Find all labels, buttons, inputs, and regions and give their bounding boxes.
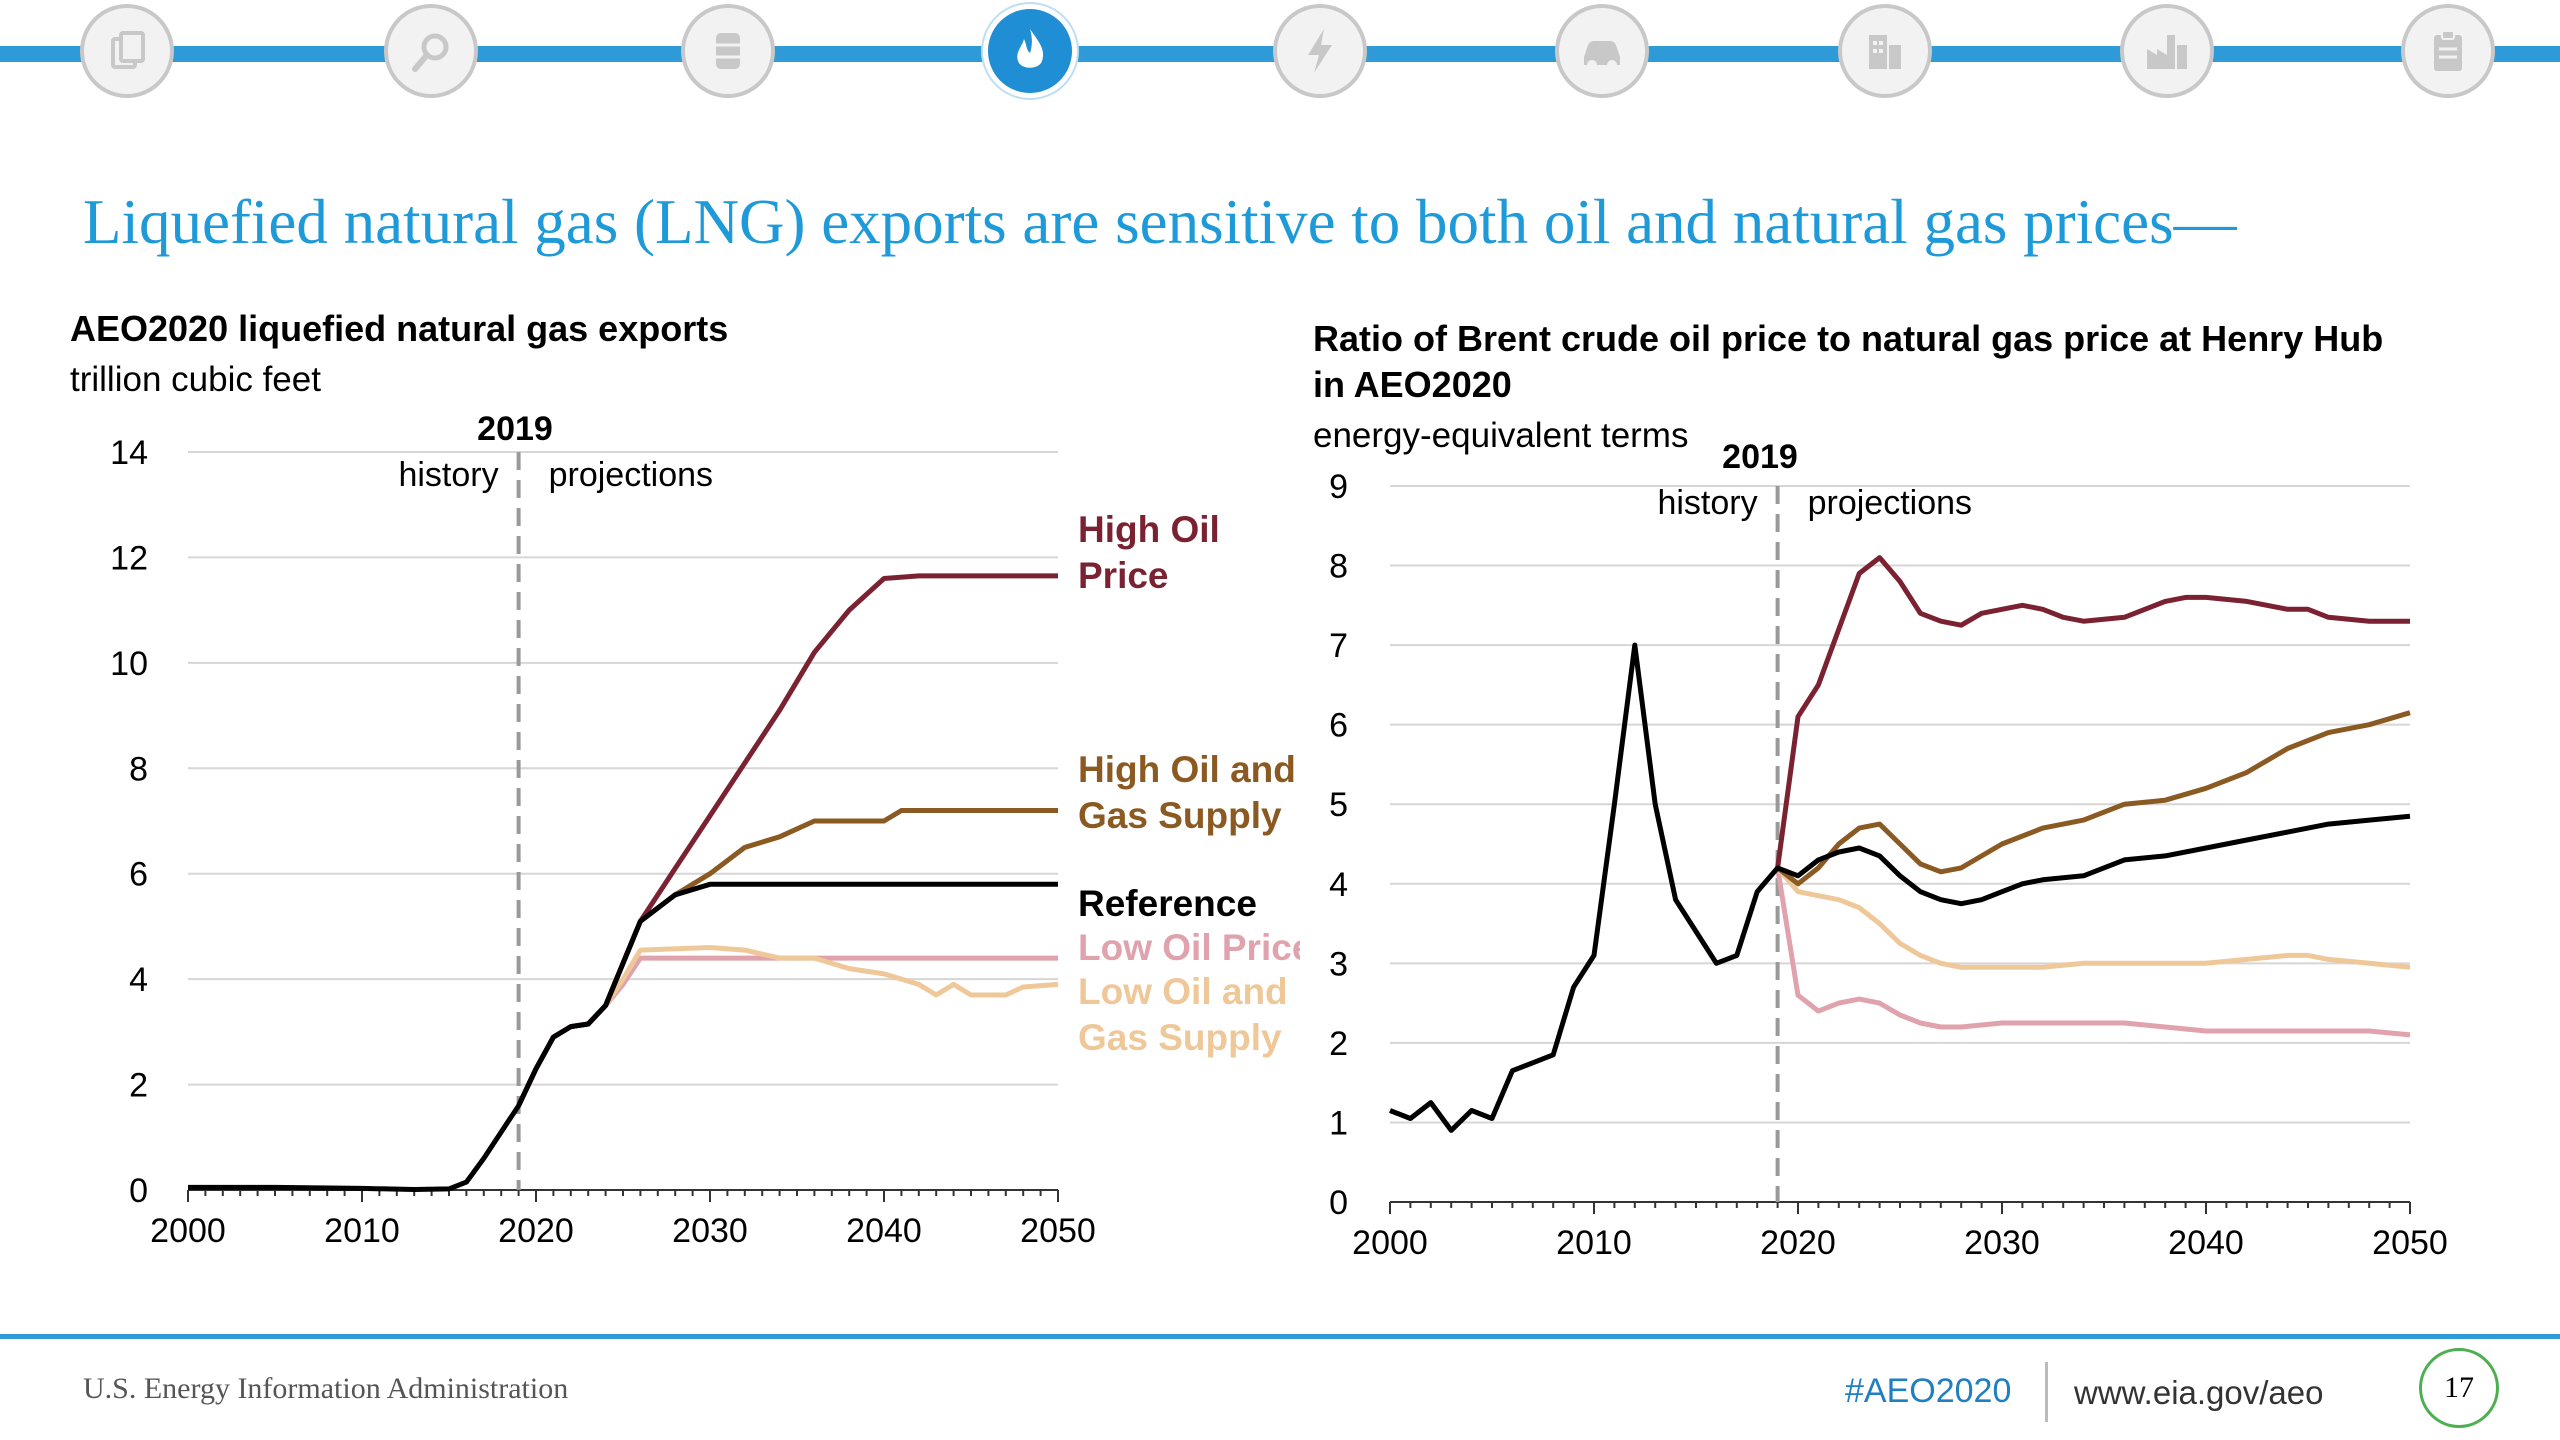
footer-rule	[0, 1334, 2560, 1339]
x-tick-label: 2000	[150, 1212, 226, 1250]
x-tick-label: 2050	[1020, 1212, 1096, 1250]
price-ratio-plot: 0 1 2 3 4 5 6 7 8 9 2000 2010 2020 2030 2040 2050 2019 hi…	[1329, 438, 2448, 1262]
x-tick-label: 2020	[1760, 1224, 1836, 1262]
x-tick-label: 2010	[1556, 1224, 1632, 1262]
chart-title-lng-exports: AEO2020 liquefied natural gas exports	[70, 308, 729, 349]
chart-title-price-ratio: Ratio of Brent crude oil price to natura…	[1313, 316, 2383, 408]
series-label: Low Oil and	[1078, 971, 1288, 1012]
slide-title: Liquefied natural gas (LNG) exports are …	[83, 187, 2237, 257]
chart-title-line-1: Ratio of Brent crude oil price to natura…	[1313, 318, 2384, 359]
y-tick-label: 7	[1329, 627, 1348, 665]
y-tick-label: 14	[110, 434, 148, 472]
series-line-low-oil-price	[1775, 867, 2411, 1038]
y-tick-label: 3	[1329, 945, 1348, 983]
page-number: 17	[2419, 1348, 2499, 1428]
lng-exports-plot: 0 2 4 6 8 10 12 14 2000 2010 2020 2030 2040 2050 2019 h…	[110, 410, 1300, 1250]
documents-icon[interactable]	[80, 4, 174, 98]
y-tick-label: 5	[1329, 786, 1348, 824]
y-tick-label: 12	[110, 539, 148, 577]
series-label: High Oil and	[1078, 749, 1296, 790]
series-label: Price	[1078, 555, 1169, 596]
y-tick-label: 4	[1329, 866, 1348, 904]
series-line-reference	[188, 881, 1058, 1192]
y-tick-label: 0	[129, 1172, 148, 1210]
projections-label: projections	[549, 456, 713, 494]
footer-hashtag-link[interactable]: #AEO2020	[1845, 1372, 2012, 1410]
history-label: history	[398, 456, 498, 494]
electricity-bolt-icon[interactable]	[1273, 4, 1367, 98]
series-line-low-oil-and-gas-supply	[1775, 866, 2411, 970]
history-label: history	[1657, 484, 1757, 522]
chart-units-lng-exports: trillion cubic feet	[70, 360, 321, 399]
x-tick-label: 2000	[1352, 1224, 1428, 1262]
clipboard-icon[interactable]	[2401, 4, 2495, 98]
car-icon[interactable]	[1555, 4, 1649, 98]
series-line-low-oil-price	[603, 955, 1058, 1008]
x-tick-label: 2040	[846, 1212, 922, 1250]
series-line-reference	[1389, 642, 2411, 1133]
y-tick-label: 6	[129, 856, 148, 894]
projections-label: projections	[1808, 484, 1972, 522]
footer-organization: U.S. Energy Information Administration	[83, 1372, 569, 1405]
y-tick-label: 6	[1329, 707, 1348, 745]
divider-year-label: 2019	[1722, 438, 1798, 476]
y-tick-label: 1	[1329, 1104, 1348, 1142]
x-tick-label: 2020	[498, 1212, 574, 1250]
series-line-high-oil-price	[1775, 555, 2410, 869]
x-tick-label: 2030	[1964, 1224, 2040, 1262]
analysis-magnifier-icon[interactable]	[384, 4, 478, 98]
series-label: Gas Supply	[1078, 1017, 1282, 1058]
chart-title-line-2: in AEO2020	[1313, 364, 1512, 405]
natural-gas-flame-icon[interactable]	[983, 4, 1077, 98]
oil-barrel-icon[interactable]	[681, 4, 775, 98]
footer-divider	[2045, 1362, 2048, 1422]
y-tick-label: 2	[1329, 1025, 1348, 1063]
y-tick-label: 8	[129, 750, 148, 788]
y-tick-label: 9	[1329, 468, 1348, 506]
x-tick-label: 2010	[324, 1212, 400, 1250]
series-line-high-oil-and-gas-supply	[1776, 710, 2411, 887]
series-label: High Oil	[1078, 509, 1220, 550]
y-tick-label: 0	[1329, 1184, 1348, 1222]
y-tick-label: 10	[110, 645, 148, 683]
series-label: Gas Supply	[1078, 795, 1282, 836]
x-tick-label: 2030	[672, 1212, 748, 1250]
factory-icon[interactable]	[2120, 4, 2214, 98]
series-label: Low Oil Price	[1078, 927, 1300, 968]
footer-url-link[interactable]: www.eia.gov/aeo	[2074, 1374, 2324, 1411]
x-tick-label: 2040	[2168, 1224, 2244, 1262]
y-tick-label: 4	[129, 961, 148, 999]
x-tick-label: 2050	[2372, 1224, 2448, 1262]
chart-units-price-ratio: energy-equivalent terms	[1313, 416, 1689, 455]
buildings-icon[interactable]	[1838, 4, 1932, 98]
divider-year-label: 2019	[477, 410, 553, 448]
y-tick-label: 8	[1329, 548, 1348, 586]
series-line-low-oil-and-gas-supply	[603, 945, 1059, 1007]
series-label: Reference	[1078, 883, 1257, 924]
y-tick-label: 2	[129, 1067, 148, 1105]
